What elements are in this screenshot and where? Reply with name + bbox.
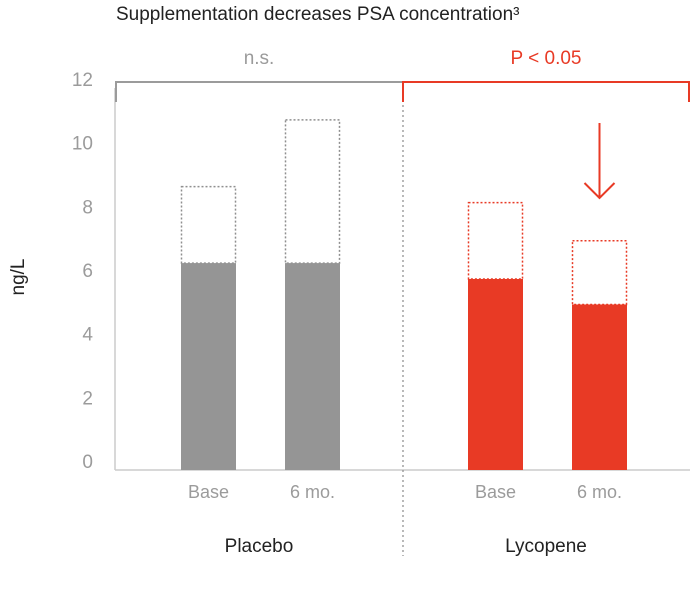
y-axis-label: ng/L — [8, 259, 29, 296]
bar-lycopene-6-mo — [572, 304, 627, 470]
bar-lycopene-base — [468, 279, 523, 470]
y-tick-4: 4 — [82, 325, 93, 346]
bars-layer — [180, 119, 628, 470]
significance-bracket-placebo — [115, 81, 404, 102]
y-tick-6: 6 — [82, 261, 93, 282]
y-tick-0: 0 — [82, 452, 93, 473]
group-label-placebo: Placebo — [225, 536, 294, 557]
y-tick-8: 8 — [82, 197, 93, 218]
significance-label-placebo: n.s. — [244, 48, 275, 69]
bar-placebo-base — [181, 263, 236, 470]
x-tick-placebo-base: Base — [188, 482, 229, 502]
y-tick-2: 2 — [82, 388, 93, 409]
range-box-lycopene-6-mo — [571, 240, 628, 306]
y-axis-ticks: 0 2 4 6 8 10 12 — [72, 70, 94, 473]
x-tick-placebo-6-mo: 6 mo. — [290, 482, 335, 502]
significance-label-lycopene: P < 0.05 — [511, 48, 582, 69]
range-box-placebo-base — [180, 185, 237, 264]
y-tick-12: 12 — [72, 70, 93, 91]
significance-bracket-lycopene — [402, 81, 690, 102]
x-tick-lycopene-base: Base — [475, 482, 516, 502]
significance-brackets: n.s. P < 0.05 — [115, 48, 690, 102]
group-label-lycopene: Lycopene — [505, 536, 587, 557]
annotations-layer — [583, 123, 616, 200]
category-labels: Base 6 mo. Placebo Base 6 mo. Lycopene — [188, 482, 622, 557]
x-tick-lycopene-6-mo: 6 mo. — [577, 482, 622, 502]
range-box-placebo-6-mo — [284, 119, 341, 264]
chart-title: Supplementation decreases PSA concentrat… — [116, 4, 519, 25]
decrease-arrow-icon — [583, 123, 616, 200]
range-box-lycopene-base — [467, 201, 524, 280]
y-tick-10: 10 — [72, 134, 93, 155]
bar-placebo-6-mo — [285, 263, 340, 470]
